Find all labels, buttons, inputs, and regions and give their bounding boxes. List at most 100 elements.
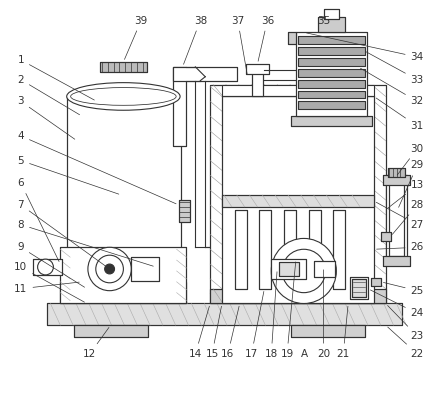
Bar [173, 67, 187, 146]
Circle shape [105, 264, 115, 274]
Bar [260, 210, 271, 289]
Text: 3: 3 [18, 96, 75, 139]
Bar [67, 97, 181, 289]
Bar [131, 257, 159, 281]
Bar [298, 101, 365, 109]
Bar [74, 325, 148, 337]
Bar [291, 325, 365, 337]
Text: 2: 2 [18, 75, 80, 115]
Bar [350, 277, 368, 299]
Bar [298, 47, 365, 55]
Bar [173, 67, 187, 146]
Bar [383, 256, 410, 266]
Bar [334, 210, 345, 289]
Bar [252, 70, 264, 97]
Bar [318, 17, 345, 32]
Bar [314, 261, 335, 277]
Text: 7: 7 [18, 200, 107, 267]
Bar [60, 247, 187, 303]
Bar [100, 62, 147, 72]
Text: 4: 4 [18, 131, 176, 204]
Bar [352, 279, 366, 297]
Bar [334, 210, 345, 289]
Bar [323, 9, 339, 19]
Bar [291, 116, 372, 126]
Circle shape [282, 249, 326, 293]
Text: 23: 23 [388, 305, 424, 341]
Bar [284, 210, 296, 289]
Text: 33: 33 [365, 51, 424, 85]
Ellipse shape [67, 83, 180, 110]
Bar [381, 232, 391, 242]
Circle shape [96, 255, 124, 283]
Text: 38: 38 [183, 15, 207, 64]
Bar [298, 69, 365, 77]
Bar [296, 32, 367, 116]
Bar [235, 210, 247, 289]
Bar [33, 259, 62, 275]
Text: 5: 5 [18, 156, 119, 194]
Bar [33, 259, 62, 275]
Text: 8: 8 [18, 220, 153, 266]
Circle shape [271, 238, 336, 303]
Bar [222, 85, 374, 97]
Text: 34: 34 [307, 33, 424, 62]
Bar [309, 210, 321, 289]
Circle shape [38, 259, 54, 275]
Text: 27: 27 [376, 202, 424, 230]
Bar [288, 32, 296, 44]
Text: 19: 19 [280, 262, 295, 359]
Bar [131, 257, 159, 281]
Text: 12: 12 [83, 327, 109, 359]
Text: 29: 29 [399, 160, 424, 207]
Bar [173, 67, 237, 81]
Text: 21: 21 [337, 306, 350, 359]
Bar [381, 232, 391, 242]
Bar [179, 200, 190, 222]
Text: 9: 9 [18, 242, 85, 287]
Bar [298, 36, 365, 44]
Bar [291, 325, 365, 337]
Bar [67, 97, 181, 289]
Bar [271, 259, 306, 279]
Bar [246, 64, 269, 74]
Bar [246, 64, 269, 74]
Bar [222, 195, 374, 207]
Bar [252, 70, 264, 97]
Bar [298, 36, 365, 44]
Text: 18: 18 [264, 272, 278, 359]
Bar [271, 259, 306, 279]
Bar [179, 200, 190, 222]
Bar [383, 256, 410, 266]
Bar [100, 62, 147, 72]
Text: 15: 15 [206, 306, 222, 359]
Bar [47, 303, 402, 325]
Bar [222, 195, 374, 207]
Text: 10: 10 [14, 262, 85, 302]
Text: 28: 28 [392, 200, 424, 234]
Text: 24: 24 [370, 290, 424, 318]
Bar [210, 289, 386, 303]
Text: 30: 30 [397, 144, 424, 175]
Bar [298, 69, 365, 77]
Bar [298, 80, 365, 88]
Bar [47, 303, 402, 325]
Text: 31: 31 [376, 98, 424, 131]
Bar [371, 278, 381, 286]
Text: 35: 35 [317, 15, 330, 25]
Text: 36: 36 [258, 15, 274, 61]
Bar [383, 175, 410, 185]
Text: 1: 1 [18, 55, 94, 100]
Text: 14: 14 [189, 306, 210, 359]
Bar [284, 210, 296, 289]
Bar [318, 17, 345, 32]
Bar [389, 183, 404, 256]
Bar [389, 183, 404, 256]
Text: 26: 26 [377, 242, 424, 252]
Text: A: A [301, 349, 308, 359]
Bar [279, 262, 299, 276]
Bar [350, 277, 368, 299]
Bar [298, 91, 365, 99]
Bar [298, 80, 365, 88]
Text: 13: 13 [388, 180, 424, 208]
